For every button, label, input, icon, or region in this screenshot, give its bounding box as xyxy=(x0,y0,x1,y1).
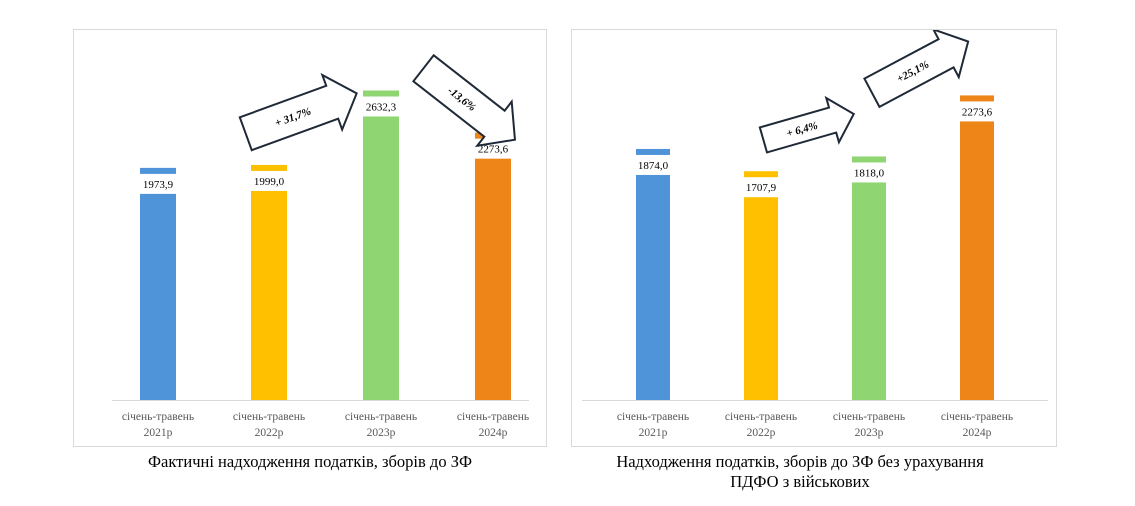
tick-label: 2023р xyxy=(367,427,396,439)
trend-arrow-shape xyxy=(863,30,970,109)
bar-cap xyxy=(960,95,994,102)
tick-label: 2024р xyxy=(479,427,508,439)
caption-right: Надходження податків, зборів до ЗФ без у… xyxy=(560,452,1040,492)
tick-label: 2022р xyxy=(747,427,776,439)
trend-arrow: +25,1% xyxy=(863,30,970,109)
trend-arrow-shape xyxy=(238,72,358,152)
trend-arrow: + 31,7% xyxy=(238,72,358,152)
tick-label: 2024р xyxy=(963,427,992,439)
data-label: 2632,3 xyxy=(366,101,397,113)
caption-right-line: ПДФО з військових xyxy=(730,472,870,491)
chart-left: 1973,9 січень-травень 2021р 1999,0 січень-тр… xyxy=(112,53,529,439)
tick-label: 2022р xyxy=(255,427,284,439)
tick-label: січень-травень xyxy=(833,411,905,423)
bar xyxy=(960,121,994,400)
bar xyxy=(251,190,287,400)
tick-label: січень-травень xyxy=(725,411,797,423)
bar-cap xyxy=(852,156,886,163)
tick-label: січень-травень xyxy=(233,411,305,423)
data-label: 2273,6 xyxy=(478,144,509,156)
bar xyxy=(636,174,670,400)
bar-cap xyxy=(251,164,287,171)
bar-cap xyxy=(636,148,670,155)
bar xyxy=(140,193,176,400)
tick-label: січень-травень xyxy=(941,411,1013,423)
caption-left-line: Фактичні надходження податків, зборів до… xyxy=(148,452,472,471)
tick-label: 2021р xyxy=(639,427,668,439)
tick-label: січень-травень xyxy=(617,411,689,423)
tick-label: січень-травень xyxy=(345,411,417,423)
trend-arrow-shape xyxy=(758,95,856,154)
trend-arrow: + 6,4% xyxy=(758,95,856,154)
tick-label: січень-травень xyxy=(457,411,529,423)
bar xyxy=(744,197,778,400)
bar-cap xyxy=(744,171,778,178)
bar xyxy=(363,116,399,400)
chart-panel-right: 1874,0 січень-травень 2021р 1707,9 січень-тр… xyxy=(571,29,1057,447)
data-label: 1999,0 xyxy=(254,176,285,188)
caption-right-line: Надходження податків, зборів до ЗФ без у… xyxy=(616,452,984,471)
data-label: 1973,9 xyxy=(143,179,174,191)
bar-cap xyxy=(363,90,399,97)
bar xyxy=(475,158,511,400)
chart-right: 1874,0 січень-травень 2021р 1707,9 січень-тр… xyxy=(582,30,1048,439)
trend-arrow: -13,6% xyxy=(411,53,517,148)
data-label: 1707,9 xyxy=(746,182,777,194)
data-label: 1874,0 xyxy=(638,160,669,172)
bar-cap xyxy=(140,167,176,174)
chart-panel-left: 1973,9 січень-травень 2021р 1999,0 січень-тр… xyxy=(73,29,547,447)
trend-arrow-shape xyxy=(411,53,517,148)
tick-label: 2021р xyxy=(144,427,173,439)
bar xyxy=(852,182,886,400)
caption-left: Фактичні надходження податків, зборів до… xyxy=(73,452,547,472)
data-label: 1818,0 xyxy=(854,167,885,179)
tick-label: 2023р xyxy=(855,427,884,439)
data-label: 2273,6 xyxy=(962,106,993,118)
tick-label: січень-травень xyxy=(122,411,194,423)
